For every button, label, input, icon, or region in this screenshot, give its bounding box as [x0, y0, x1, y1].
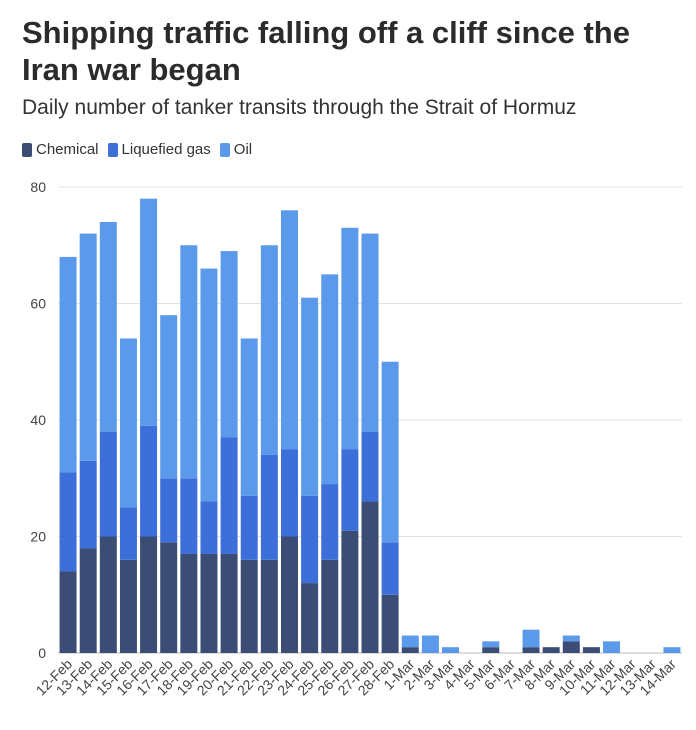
bar-oil-23-Feb — [280, 210, 298, 450]
legend-swatch-chemical — [22, 142, 32, 157]
bar-oil-28-Feb — [381, 361, 399, 543]
bar-chemical-28-Feb — [381, 594, 399, 653]
bar-chemical-21-Feb — [240, 559, 258, 653]
bar-liquefied-gas-22-Feb — [260, 454, 278, 560]
bar-oil-27-Feb — [361, 233, 379, 432]
bar-oil-13-Feb — [79, 233, 97, 461]
bar-oil-16-Feb — [140, 198, 158, 426]
chart-subtitle: Daily number of tanker transits through … — [22, 96, 577, 119]
bar-chemical-12-Feb — [59, 571, 77, 653]
bar-chemical-23-Feb — [280, 536, 298, 653]
bar-chemical-1-Mar — [401, 647, 419, 653]
y-tick-label-20: 20 — [30, 529, 46, 545]
bar-liquefied-gas-13-Feb — [79, 460, 97, 549]
bar-liquefied-gas-25-Feb — [321, 484, 339, 560]
y-tick-label-0: 0 — [38, 645, 46, 661]
bar-liquefied-gas-20-Feb — [220, 437, 238, 554]
legend-item-oil: Oil — [219, 141, 253, 158]
bar-liquefied-gas-27-Feb — [361, 431, 379, 502]
bar-oil-1-Mar — [401, 635, 419, 648]
bar-oil-11-Mar — [603, 641, 621, 653]
bar-liquefied-gas-15-Feb — [119, 507, 137, 560]
y-tick-label-60: 60 — [30, 296, 46, 312]
bar-oil-9-Mar — [562, 635, 580, 642]
bar-liquefied-gas-18-Feb — [180, 478, 198, 554]
legend-label-oil: Oil — [233, 141, 253, 158]
bar-chemical-17-Feb — [160, 542, 178, 653]
bar-liquefied-gas-14-Feb — [99, 431, 117, 537]
bar-chemical-5-Mar — [482, 647, 500, 653]
bar-oil-14-Mar — [663, 647, 681, 653]
bar-chemical-14-Feb — [99, 536, 117, 653]
bar-chemical-26-Feb — [341, 530, 359, 653]
bar-chemical-8-Mar — [542, 647, 560, 653]
bar-chemical-20-Feb — [220, 553, 238, 653]
bar-chemical-24-Feb — [301, 583, 319, 653]
bar-oil-15-Feb — [119, 338, 137, 508]
bar-oil-26-Feb — [341, 227, 359, 450]
bar-oil-2-Mar — [421, 635, 439, 653]
bar-chemical-9-Mar — [562, 641, 580, 653]
legend-label-chemical: Chemical — [36, 141, 99, 158]
bar-oil-20-Feb — [220, 251, 238, 438]
bar-oil-17-Feb — [160, 315, 178, 479]
bar-chemical-22-Feb — [260, 559, 278, 653]
bar-liquefied-gas-28-Feb — [381, 542, 399, 595]
legend-swatch-oil — [219, 142, 230, 157]
bar-liquefied-gas-23-Feb — [280, 449, 298, 537]
legend: Chemical Liquefied gas Oil — [22, 141, 252, 158]
legend-label-liquefied-gas: Liquefied gas — [121, 141, 211, 158]
bar-chemical-19-Feb — [200, 553, 218, 653]
legend-item-liquefied-gas: Liquefied gas — [107, 141, 211, 158]
bar-oil-7-Mar — [522, 629, 540, 648]
bar-chemical-27-Feb — [361, 501, 379, 653]
chart-title: Shipping traffic falling off a cliff sin… — [22, 15, 630, 87]
bar-oil-5-Mar — [482, 641, 500, 648]
bar-liquefied-gas-17-Feb — [160, 478, 178, 543]
bar-chemical-15-Feb — [119, 559, 137, 653]
bar-liquefied-gas-12-Feb — [59, 472, 77, 572]
bar-liquefied-gas-16-Feb — [140, 425, 158, 537]
bar-oil-3-Mar — [442, 647, 460, 653]
bar-liquefied-gas-19-Feb — [200, 501, 218, 554]
bar-oil-24-Feb — [301, 297, 319, 496]
bar-oil-14-Feb — [99, 221, 117, 432]
bar-liquefied-gas-24-Feb — [301, 495, 319, 584]
bar-oil-12-Feb — [59, 256, 77, 473]
bar-oil-25-Feb — [321, 274, 339, 485]
bar-oil-19-Feb — [200, 268, 218, 502]
bar-chemical-7-Mar — [522, 647, 540, 653]
bar-chemical-16-Feb — [140, 536, 158, 653]
y-tick-label-80: 80 — [30, 179, 46, 195]
bar-liquefied-gas-21-Feb — [240, 495, 258, 560]
bar-chemical-18-Feb — [180, 553, 198, 653]
legend-swatch-liquefied-gas — [107, 142, 118, 157]
bar-oil-18-Feb — [180, 245, 198, 479]
bar-chemical-25-Feb — [321, 559, 339, 653]
bar-chemical-10-Mar — [582, 647, 600, 653]
legend-item-chemical: Chemical — [22, 141, 99, 158]
bar-chemical-13-Feb — [79, 548, 97, 653]
bar-oil-22-Feb — [260, 245, 278, 455]
y-tick-label-40: 40 — [30, 412, 46, 428]
bar-oil-21-Feb — [240, 338, 258, 496]
bar-liquefied-gas-26-Feb — [341, 449, 359, 531]
